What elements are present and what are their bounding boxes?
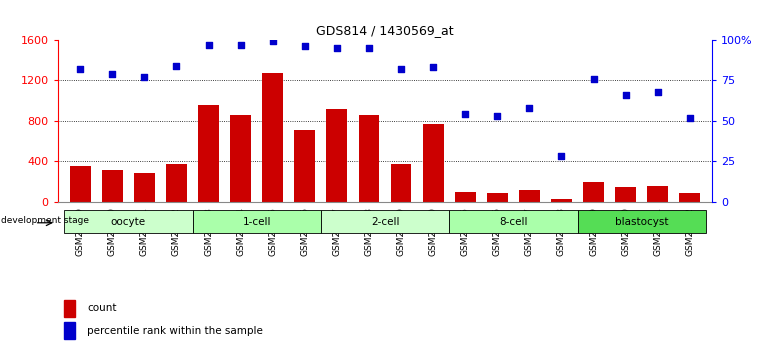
Bar xyxy=(230,115,251,202)
Point xyxy=(395,66,407,72)
Bar xyxy=(648,186,668,202)
Bar xyxy=(390,164,411,202)
Point xyxy=(491,113,504,119)
Point xyxy=(427,65,439,70)
Text: oocyte: oocyte xyxy=(111,217,146,227)
Title: GDS814 / 1430569_at: GDS814 / 1430569_at xyxy=(316,24,454,37)
Point xyxy=(299,43,311,49)
Text: 1-cell: 1-cell xyxy=(243,217,271,227)
Point xyxy=(651,89,664,94)
Bar xyxy=(70,166,91,202)
Bar xyxy=(65,322,75,339)
Point xyxy=(684,115,696,120)
Bar xyxy=(263,73,283,202)
Point xyxy=(170,63,182,68)
Text: count: count xyxy=(87,303,117,313)
Point xyxy=(524,105,536,110)
Text: 8-cell: 8-cell xyxy=(499,217,527,227)
Bar xyxy=(615,187,636,202)
Point xyxy=(74,66,86,72)
Text: blastocyst: blastocyst xyxy=(615,217,668,227)
Bar xyxy=(578,210,706,233)
Bar xyxy=(449,210,578,233)
Text: development stage: development stage xyxy=(2,216,89,225)
Point xyxy=(459,111,471,117)
Bar xyxy=(134,174,155,202)
Bar xyxy=(519,190,540,202)
Bar xyxy=(65,300,75,317)
Bar xyxy=(192,210,321,233)
Bar xyxy=(198,105,219,202)
Point xyxy=(331,45,343,51)
Point xyxy=(555,154,567,159)
Bar xyxy=(64,210,192,233)
Point xyxy=(620,92,632,98)
Point xyxy=(266,39,279,44)
Point xyxy=(363,45,375,51)
Point xyxy=(235,42,247,47)
Text: percentile rank within the sample: percentile rank within the sample xyxy=(87,326,263,336)
Bar xyxy=(166,164,187,202)
Bar xyxy=(487,193,507,202)
Bar xyxy=(102,170,122,202)
Bar xyxy=(294,130,315,202)
Text: 2-cell: 2-cell xyxy=(370,217,400,227)
Point xyxy=(588,76,600,81)
Bar xyxy=(326,109,347,202)
Bar xyxy=(359,115,380,202)
Point xyxy=(106,71,119,77)
Point xyxy=(139,74,151,80)
Bar xyxy=(551,199,572,202)
Bar xyxy=(321,210,449,233)
Bar xyxy=(583,181,604,202)
Point xyxy=(203,42,215,47)
Bar xyxy=(679,193,700,202)
Bar xyxy=(423,124,444,202)
Bar xyxy=(455,192,476,202)
